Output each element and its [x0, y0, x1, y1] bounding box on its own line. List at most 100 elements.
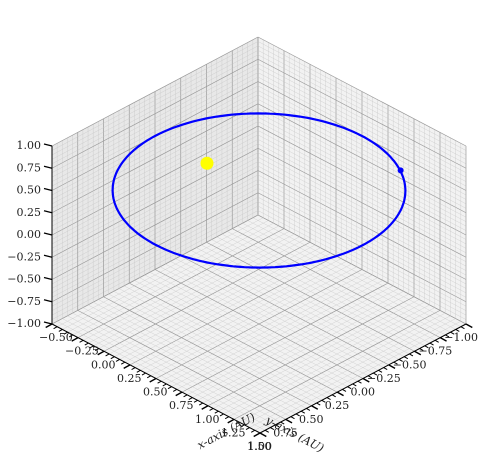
x-tick — [175, 391, 183, 397]
grid-line — [257, 125, 467, 236]
x-tick — [219, 413, 224, 417]
y-tick — [378, 369, 383, 373]
y-tick — [357, 380, 362, 384]
grid-line — [62, 318, 271, 428]
y-tick-label: 0.00 — [351, 386, 376, 399]
y-tick — [336, 391, 344, 397]
x-tick — [131, 367, 136, 371]
grid-line — [51, 94, 259, 205]
y-tick — [388, 364, 396, 369]
y-tick — [352, 383, 357, 387]
grid-line — [181, 282, 389, 393]
grid-line — [51, 50, 259, 160]
x-tick — [162, 383, 167, 387]
x-tick — [89, 345, 94, 349]
grid-line — [51, 125, 259, 236]
x-tick — [198, 402, 204, 406]
x-tick — [167, 386, 172, 390]
x-tick — [209, 408, 214, 411]
z-tick — [43, 321, 53, 325]
y-tick — [373, 372, 378, 376]
z-tick-label: 0.25 — [17, 206, 42, 219]
y-tick — [321, 399, 326, 403]
x-tick — [71, 337, 79, 342]
grid-line — [202, 293, 409, 404]
y-tick-label: 0.50 — [299, 413, 324, 426]
grid-line — [257, 72, 467, 182]
grid-line — [51, 76, 259, 187]
y-tick — [326, 397, 331, 401]
y-tick — [347, 386, 352, 390]
grid-line — [257, 103, 467, 214]
y-tick — [295, 413, 300, 417]
z-tick — [43, 210, 53, 214]
grid-line — [87, 304, 297, 415]
x-tick — [141, 372, 146, 376]
y-tick — [393, 361, 398, 365]
x-tick — [146, 375, 152, 379]
y-tick — [434, 339, 439, 343]
y-tick-label: 0.75 — [273, 426, 298, 439]
sun-marker — [200, 156, 214, 170]
grid-line — [257, 116, 467, 227]
y-tick — [311, 405, 319, 410]
x-tick — [68, 334, 74, 338]
z-tick-label: −1.00 — [7, 317, 41, 330]
grid-line — [223, 304, 430, 415]
z-tick — [43, 276, 53, 281]
y-tick — [264, 429, 269, 433]
grid-line — [51, 85, 259, 196]
z-tick-label: −0.50 — [7, 273, 41, 286]
grid-line — [249, 318, 456, 428]
y-tick-label: −1.00 — [444, 331, 478, 344]
grid-line — [257, 85, 467, 196]
x-tick — [188, 397, 193, 401]
grid-line — [213, 299, 420, 409]
grid-line — [51, 63, 259, 173]
grid-line — [171, 277, 378, 387]
z-tick — [43, 232, 53, 236]
grid-line — [149, 272, 358, 382]
z-tick-label: −0.75 — [7, 295, 41, 308]
grid-line — [257, 63, 467, 173]
grid-line — [98, 299, 307, 409]
planet-marker — [397, 167, 404, 174]
x-tick — [224, 416, 230, 420]
grid-line — [257, 121, 467, 231]
z-tick-label: 0.50 — [17, 184, 42, 197]
y-tick — [439, 337, 447, 342]
y-tick — [280, 421, 285, 425]
grid-line — [51, 72, 259, 182]
x-tick — [245, 427, 250, 430]
x-tick — [79, 339, 84, 343]
y-tick — [445, 334, 450, 338]
y-tick-label: −0.75 — [419, 345, 453, 358]
z-tick-label: 0.75 — [17, 161, 42, 174]
x-tick — [45, 323, 53, 329]
grid-line — [51, 45, 259, 156]
y-tick-label: 1.00 — [248, 440, 273, 453]
y-tick — [275, 424, 280, 428]
y-tick — [285, 418, 293, 424]
grid-line — [257, 36, 467, 147]
z-tick — [43, 165, 53, 169]
grid-line — [134, 280, 343, 390]
x-tick — [63, 331, 68, 335]
x-tick-label: −0.50 — [39, 331, 73, 344]
grid-line — [124, 285, 333, 396]
y-tick — [450, 331, 455, 335]
grid-line — [257, 67, 467, 178]
x-tick — [193, 399, 198, 403]
x-tick — [201, 405, 209, 410]
x-tick — [227, 418, 235, 424]
grid-line — [129, 282, 338, 393]
grid-line — [197, 291, 404, 401]
grid-line — [257, 41, 467, 151]
y-tick — [460, 326, 465, 330]
grid-line — [239, 312, 446, 423]
y-tick — [342, 388, 347, 392]
x-tick — [115, 358, 120, 362]
x-tick-label: 0.00 — [91, 358, 116, 371]
grid-line — [77, 310, 286, 420]
grid-line — [108, 293, 317, 404]
